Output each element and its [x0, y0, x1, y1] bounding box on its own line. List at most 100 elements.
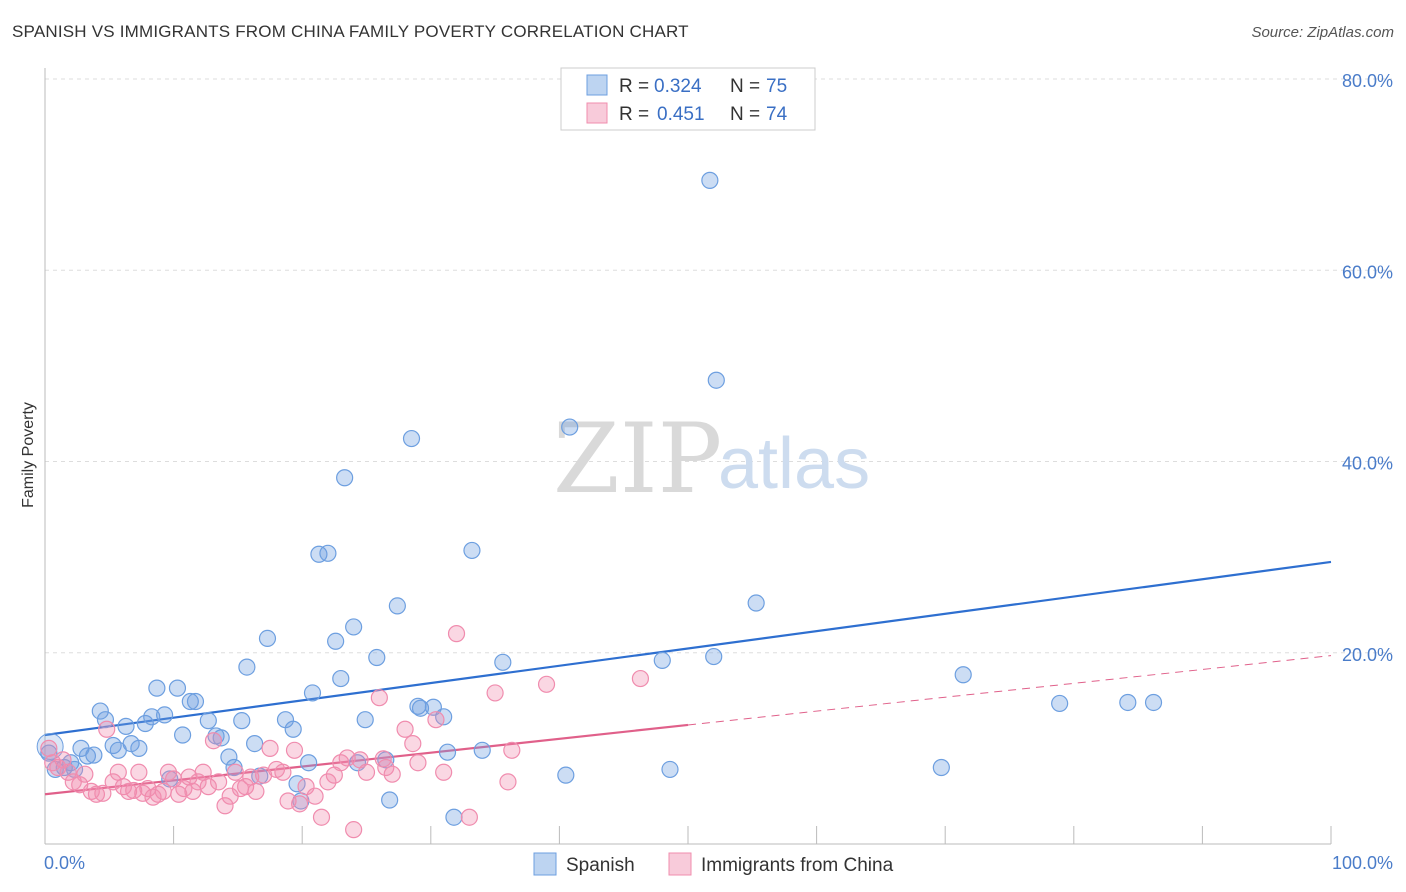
- bottom-legend-swatch-china: [668, 852, 692, 876]
- point-china: [383, 765, 401, 783]
- trend-line-china-extrapolated: [687, 655, 1332, 726]
- point-china: [87, 785, 106, 803]
- point-spanish: [148, 679, 166, 697]
- point-china: [226, 763, 244, 781]
- trend-line-spanish: [44, 560, 1332, 737]
- point-china: [427, 711, 445, 729]
- point-china: [291, 795, 309, 813]
- point-china: [149, 785, 167, 803]
- source-credit: Source: ZipAtlas.com: [1251, 24, 1394, 41]
- point-china: [503, 741, 521, 759]
- point-china: [119, 782, 138, 801]
- point-china: [499, 773, 517, 791]
- point-spanish: [300, 754, 318, 772]
- point-spanish: [332, 669, 350, 688]
- point-china: [199, 778, 217, 796]
- y-tick-label: 60.0%: [1342, 262, 1393, 282]
- y-tick-label: 40.0%: [1342, 454, 1393, 474]
- point-spanish: [494, 653, 512, 671]
- x-tick-label: 0.0%: [44, 853, 85, 873]
- point-china: [370, 689, 388, 707]
- point-spanish: [136, 714, 154, 733]
- point-spanish: [40, 744, 58, 762]
- watermark-zip: ZIP: [553, 403, 722, 515]
- legend-n-value-china: 74: [766, 104, 788, 125]
- point-china: [404, 734, 422, 753]
- point-spanish: [104, 736, 122, 755]
- point-china: [114, 778, 133, 796]
- point-spanish: [473, 741, 491, 759]
- point-china: [94, 784, 112, 802]
- y-axis-label: Family Poverty: [20, 402, 37, 508]
- y-tick-label: 80.0%: [1342, 71, 1393, 91]
- point-china: [274, 763, 292, 781]
- point-spanish: [310, 545, 328, 563]
- gridlines: [45, 78, 1392, 654]
- point-spanish: [411, 699, 430, 717]
- legend-r-label: R =: [619, 76, 649, 97]
- point-china: [184, 782, 202, 801]
- point-spanish: [258, 629, 277, 648]
- point-china: [435, 763, 453, 781]
- axes: [44, 68, 1332, 845]
- point-china: [98, 720, 116, 738]
- point-spanish: [381, 791, 399, 809]
- point-china: [59, 763, 77, 781]
- y-tick-label: 20.0%: [1342, 645, 1393, 665]
- point-spanish: [402, 429, 421, 448]
- legend-n-value-spanish: 75: [766, 76, 787, 97]
- point-spanish: [345, 618, 363, 636]
- point-china: [76, 765, 94, 783]
- x-tick-labels: 0.0% 100.0%: [44, 853, 1393, 873]
- point-spanish: [438, 743, 457, 761]
- point-spanish: [653, 651, 671, 670]
- point-china: [261, 739, 279, 757]
- point-spanish: [284, 720, 302, 738]
- point-spanish: [661, 760, 679, 779]
- point-spanish: [707, 371, 725, 389]
- point-spanish: [336, 469, 354, 487]
- bottom-legend-swatch-spanish: [533, 852, 557, 876]
- legend-n-label: N =: [730, 104, 760, 125]
- point-spanish: [181, 692, 199, 711]
- point-spanish: [356, 711, 374, 729]
- point-spanish-cluster: [36, 732, 64, 760]
- point-china: [204, 732, 223, 750]
- point-china: [460, 808, 478, 826]
- point-china: [447, 625, 466, 643]
- point-china: [44, 754, 62, 772]
- point-spanish: [1144, 693, 1163, 712]
- point-china: [109, 763, 127, 781]
- point-china: [237, 778, 255, 796]
- series-spanish-points: [36, 171, 1163, 826]
- point-china: [537, 675, 556, 693]
- point-china: [357, 763, 376, 781]
- point-china: [396, 720, 414, 738]
- point-spanish: [954, 666, 972, 684]
- point-china: [210, 773, 228, 791]
- point-spanish: [557, 766, 575, 784]
- point-china: [345, 821, 363, 839]
- point-spanish: [238, 658, 256, 676]
- point-spanish: [220, 748, 238, 766]
- chart-title: SPANISH VS IMMIGRANTS FROM CHINA FAMILY …: [12, 22, 689, 41]
- watermark-atlas: atlas: [718, 424, 870, 504]
- point-china: [631, 669, 650, 688]
- point-china: [216, 797, 234, 815]
- point-china: [189, 773, 207, 791]
- y-tick-labels: 20.0% 40.0% 60.0% 80.0%: [1342, 71, 1393, 665]
- point-spanish: [186, 692, 205, 711]
- point-china: [409, 754, 427, 772]
- point-spanish: [199, 712, 217, 730]
- point-spanish: [246, 734, 264, 753]
- point-spanish: [747, 594, 765, 612]
- point-spanish: [319, 544, 337, 562]
- trend-line-china: [44, 723, 689, 796]
- legend-swatch-spanish: [586, 74, 608, 96]
- series-legend: Spanish Immigrants from China: [533, 852, 894, 876]
- watermark: ZIP atlas: [553, 403, 870, 515]
- point-spanish: [445, 808, 463, 826]
- legend-n-label: N =: [730, 76, 760, 97]
- point-spanish: [174, 726, 192, 744]
- x-tick-label: 100.0%: [1332, 853, 1393, 873]
